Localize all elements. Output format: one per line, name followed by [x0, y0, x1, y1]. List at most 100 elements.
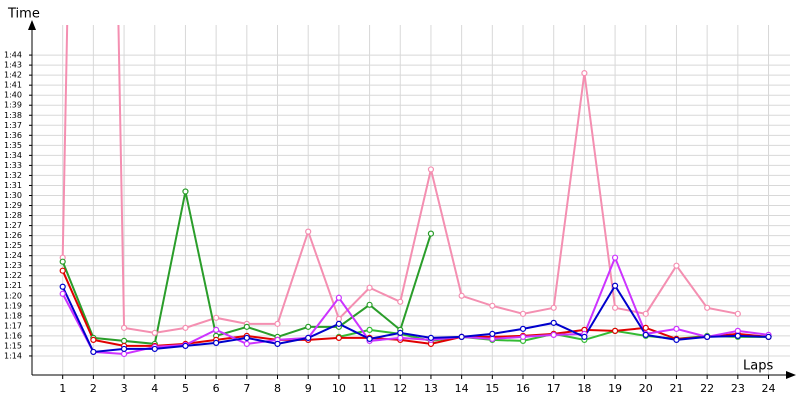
data-point [274, 320, 281, 327]
data-point [59, 258, 66, 265]
y-tick-label: 1:18 [4, 311, 22, 320]
y-tick-label: 1:25 [4, 241, 22, 250]
y-tick-label: 1:26 [4, 231, 22, 240]
data-point [305, 334, 312, 341]
data-point [243, 334, 250, 341]
plot-area [59, 25, 772, 358]
data-point [611, 254, 619, 261]
data-point [335, 294, 342, 301]
data-point [335, 315, 342, 322]
x-axis-label: Laps [743, 359, 773, 374]
data-point [673, 336, 680, 343]
data-point [335, 334, 342, 341]
x-axis-arrow [786, 371, 796, 379]
y-tick-label: 1:20 [4, 291, 22, 300]
data-point [182, 324, 189, 331]
data-point [397, 298, 404, 305]
data-point [611, 304, 619, 311]
data-point [182, 342, 189, 350]
data-point [213, 339, 220, 347]
data-point [519, 310, 527, 317]
y-tick-label: 1:35 [4, 141, 22, 150]
y-tick-label: 1:23 [4, 261, 22, 270]
y-tick-label: 1:36 [4, 131, 22, 140]
data-point [213, 326, 220, 333]
series-line [61, 254, 769, 355]
y-tick-label: 1:28 [4, 211, 22, 220]
data-point [213, 314, 220, 321]
data-point [673, 262, 680, 269]
y-tick-label: 1:37 [4, 121, 22, 130]
y-tick-label: 1:44 [4, 51, 22, 60]
y-axis-label: Time [7, 7, 40, 22]
y-tick-label: 1:16 [4, 331, 22, 340]
x-tick-label: 16 [516, 382, 530, 395]
data-point [182, 188, 189, 195]
data-point [550, 304, 557, 311]
data-point [642, 331, 649, 338]
x-tick-label: 12 [393, 382, 407, 395]
y-tick-label: 1:24 [4, 251, 22, 260]
data-point [489, 302, 496, 309]
data-point [243, 323, 250, 330]
y-tick-label: 1:29 [4, 201, 22, 210]
x-tick-label: 5 [182, 382, 189, 395]
x-tick-label: 23 [731, 382, 745, 395]
x-tick-label: 24 [762, 382, 776, 395]
x-tick-label: 3 [121, 382, 128, 395]
data-point [335, 320, 342, 327]
x-tick-label: 8 [274, 382, 281, 395]
x-tick-label: 17 [547, 382, 561, 395]
x-tick-label: 7 [243, 382, 250, 395]
data-point [611, 282, 619, 289]
data-point [366, 301, 373, 308]
data-point [734, 327, 741, 334]
y-tick-label: 1:15 [4, 341, 22, 350]
y-tick-label: 1:19 [4, 301, 22, 310]
x-tick-label: 2 [90, 382, 97, 395]
data-point [120, 337, 128, 345]
data-point [397, 334, 404, 341]
data-point [274, 340, 281, 348]
x-tick-label: 19 [608, 382, 622, 395]
y-tick-label: 1:27 [4, 221, 22, 230]
y-tick-label: 1:33 [4, 161, 22, 170]
y-tick-label: 1:41 [4, 81, 22, 90]
x-tick-label: 4 [151, 382, 158, 395]
x-tick-label: 22 [700, 382, 714, 395]
y-tick-label: 1:30 [4, 191, 22, 200]
data-point [581, 333, 588, 340]
x-tick-label: 15 [485, 382, 499, 395]
y-tick-label: 1:42 [4, 71, 22, 80]
data-point [458, 292, 465, 299]
data-point [305, 323, 312, 330]
data-point [427, 334, 435, 341]
data-point [673, 325, 680, 332]
y-tick-label: 1:31 [4, 181, 22, 190]
data-point [120, 350, 128, 358]
data-point [120, 324, 128, 331]
y-axis-arrow [28, 20, 36, 30]
x-tick-label: 21 [669, 382, 683, 395]
data-point [704, 333, 711, 340]
data-point [59, 290, 66, 297]
data-point [734, 332, 741, 339]
data-point [366, 284, 373, 291]
data-point [642, 310, 649, 317]
data-point [427, 230, 435, 237]
data-point [611, 327, 619, 334]
data-point [550, 319, 557, 326]
data-point [458, 333, 465, 340]
x-tick-label: 1 [59, 382, 66, 395]
x-tick-label: 20 [639, 382, 653, 395]
data-point [765, 333, 772, 340]
y-tick-label: 1:32 [4, 171, 22, 180]
data-point [642, 324, 649, 331]
data-point [90, 336, 97, 343]
data-point [519, 325, 527, 332]
x-tick-label: 14 [455, 382, 469, 395]
data-point [243, 340, 250, 348]
data-point [120, 345, 128, 353]
data-point [489, 335, 496, 342]
